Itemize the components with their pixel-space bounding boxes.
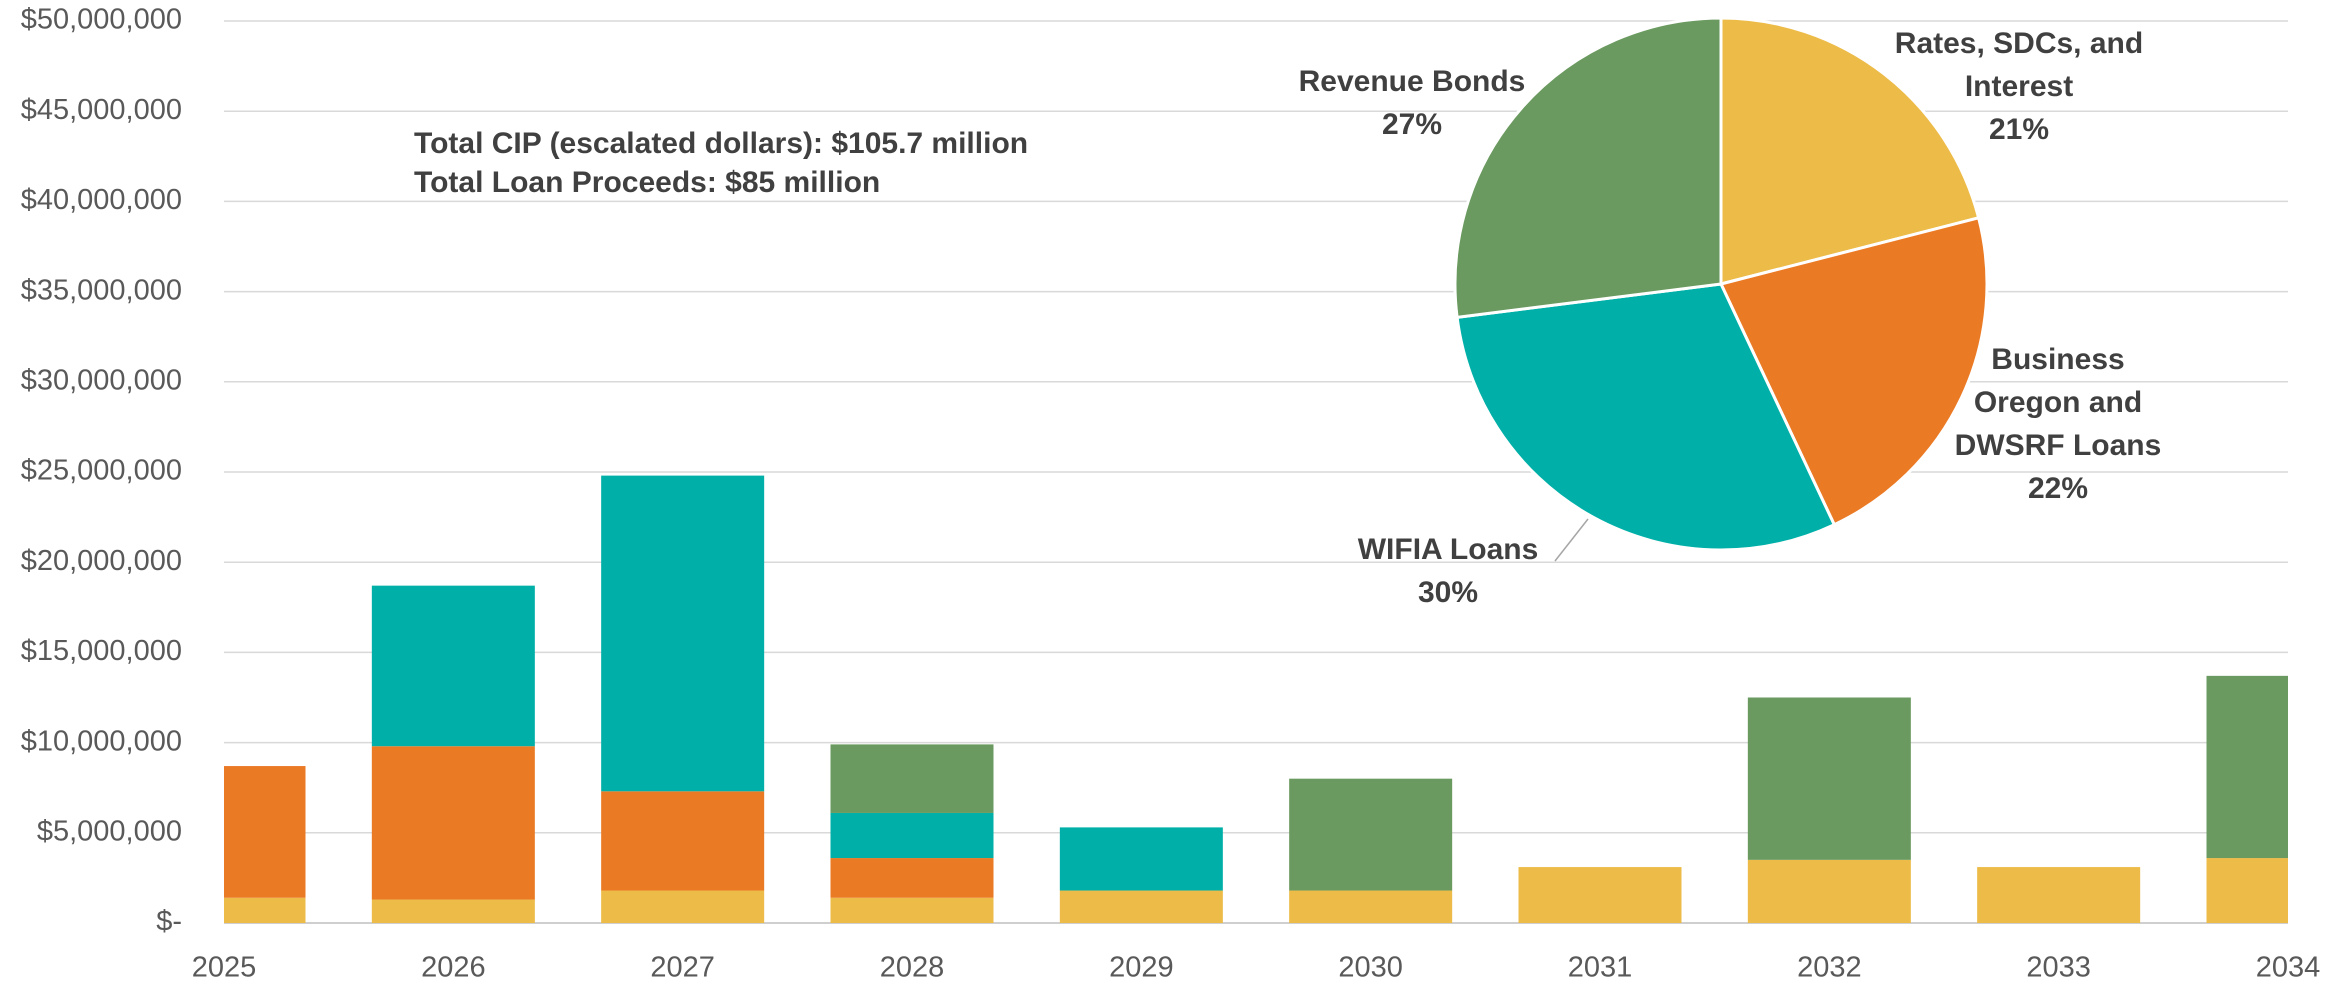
x-tick-label: 2027 [650, 952, 715, 982]
bar-segment [1747, 697, 1911, 860]
bar-segment [830, 858, 994, 898]
bar-segment [2206, 858, 2288, 923]
y-tick-label: $20,000,000 [21, 545, 182, 577]
x-tick-label: 2033 [2026, 952, 2091, 982]
y-tick-label: $35,000,000 [21, 274, 182, 306]
y-tick-label: $10,000,000 [21, 725, 182, 757]
y-tick-label: $40,000,000 [21, 184, 182, 216]
x-tick-label: 2029 [1109, 952, 1174, 982]
pie-label-value: 27% [1381, 108, 1443, 141]
x-tick-label: 2026 [421, 952, 486, 982]
bar-segment [830, 897, 994, 923]
bar-segment [1977, 867, 2141, 923]
y-tick-label: $50,000,000 [21, 4, 182, 36]
pie-slice [1455, 282, 1837, 552]
bar-segment [1059, 827, 1223, 891]
pie-slice [1453, 16, 1723, 320]
pie-label-name: Rates, SDCs, and Interest [1894, 27, 2144, 103]
bar-segment [601, 890, 765, 923]
bar-segment [224, 766, 306, 898]
y-tick-label: $5,000,000 [37, 815, 182, 847]
bar-segment [1289, 890, 1453, 923]
leader-line [1554, 518, 1589, 562]
pie-label-name: WIFIA Loans [1357, 533, 1539, 566]
pie-label-name: Business Oregon and DWSRF Loans [1954, 343, 2162, 462]
bar-segment [601, 791, 765, 891]
bar-segment [830, 744, 994, 813]
annotation: Total CIP (escalated dollars): $105.7 mi… [414, 127, 1028, 160]
x-tick-label: 2031 [1568, 952, 1633, 982]
pie-label-value: 21% [1988, 113, 2050, 146]
bar-segment [1289, 778, 1453, 891]
bar-segment [371, 746, 535, 900]
bar-segment [224, 897, 306, 923]
bar-segment [601, 475, 765, 792]
pie-label: Rates, SDCs, and Interest 21% [1879, 22, 2159, 151]
pie-slice [1719, 16, 1981, 286]
pie-label: Business Oregon and DWSRF Loans 22% [1948, 338, 2168, 510]
annotation: Total Loan Proceeds: $85 million [414, 166, 880, 199]
y-tick-label: $15,000,000 [21, 635, 182, 667]
y-tick-label: $25,000,000 [21, 455, 182, 487]
pie-label: WIFIA Loans 30% [1298, 528, 1598, 614]
y-tick-label: $45,000,000 [21, 94, 182, 126]
pie-label-name: Revenue Bonds [1298, 65, 1526, 98]
x-tick-label: 2025 [192, 952, 257, 982]
bar-segment [1059, 890, 1223, 923]
bar-segment [830, 812, 994, 859]
bar-segment [1518, 867, 1682, 923]
x-tick-label: 2032 [1797, 952, 1862, 982]
x-tick-label: 2028 [880, 952, 945, 982]
y-tick-label: $30,000,000 [21, 364, 182, 396]
x-tick-label: 2034 [2256, 952, 2321, 982]
pie-slice [1718, 216, 1989, 527]
pie-label: Revenue Bonds 27% [1262, 60, 1562, 146]
bar-segment [2206, 675, 2288, 859]
pie-label-value: 30% [1417, 576, 1479, 609]
bar-segment [1747, 859, 1911, 923]
x-tick-label: 2030 [1338, 952, 1403, 982]
y-tick-label: $- [156, 906, 182, 938]
pie-label-value: 22% [2027, 472, 2089, 505]
bar-segment [371, 899, 535, 923]
bar-segment [371, 585, 535, 747]
